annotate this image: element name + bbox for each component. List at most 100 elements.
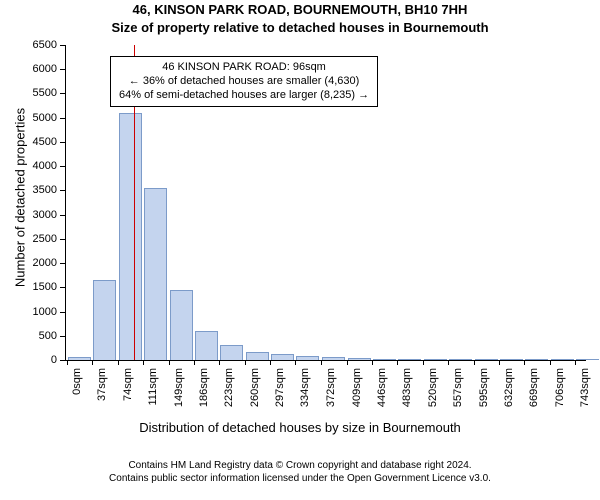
- x-tick: [169, 360, 170, 365]
- x-tick-label: 669sqm: [528, 368, 540, 407]
- y-tick-label: 5500: [0, 87, 57, 99]
- x-tick: [347, 360, 348, 365]
- histogram-bar: [271, 354, 294, 360]
- x-tick-label: 111sqm: [147, 368, 159, 406]
- x-tick: [448, 360, 449, 365]
- y-tick-label: 2000: [0, 257, 57, 269]
- x-tick-label: 260sqm: [249, 368, 261, 407]
- y-tick: [60, 263, 65, 264]
- chart-title: 46, KINSON PARK ROAD, BOURNEMOUTH, BH10 …: [0, 2, 600, 17]
- x-tick-label: 483sqm: [401, 368, 413, 407]
- x-tick-label: 743sqm: [579, 368, 591, 407]
- histogram-bar: [93, 280, 116, 360]
- x-tick-label: 632sqm: [503, 368, 515, 407]
- y-tick: [60, 215, 65, 216]
- histogram-bar: [424, 359, 447, 360]
- y-tick: [60, 287, 65, 288]
- y-tick-label: 5000: [0, 112, 57, 124]
- x-tick: [270, 360, 271, 365]
- x-tick: [575, 360, 576, 365]
- x-tick: [92, 360, 93, 365]
- footer-attribution: Contains HM Land Registry data © Crown c…: [0, 460, 600, 485]
- y-tick-label: 1000: [0, 306, 57, 318]
- histogram-bar: [500, 359, 523, 360]
- y-tick: [60, 142, 65, 143]
- histogram-bar: [296, 356, 319, 360]
- x-tick: [118, 360, 119, 365]
- y-tick-label: 2500: [0, 233, 57, 245]
- histogram-bar: [170, 290, 193, 360]
- y-tick: [60, 93, 65, 94]
- x-tick-label: 186sqm: [198, 368, 210, 407]
- x-tick: [194, 360, 195, 365]
- footer-line: Contains public sector information licen…: [0, 473, 600, 486]
- x-axis-label: Distribution of detached houses by size …: [0, 420, 600, 435]
- y-tick: [60, 45, 65, 46]
- chart-subtitle: Size of property relative to detached ho…: [0, 20, 600, 35]
- x-tick-label: 446sqm: [376, 368, 388, 407]
- histogram-bar: [576, 359, 599, 360]
- histogram-bar: [551, 359, 574, 360]
- y-tick-label: 3000: [0, 209, 57, 221]
- x-tick-label: 706sqm: [554, 368, 566, 407]
- x-tick: [245, 360, 246, 365]
- histogram-bar: [373, 359, 396, 360]
- x-tick: [550, 360, 551, 365]
- y-tick-label: 6000: [0, 63, 57, 75]
- y-tick: [60, 166, 65, 167]
- x-tick: [499, 360, 500, 365]
- x-tick-label: 74sqm: [122, 368, 134, 401]
- x-tick-label: 297sqm: [274, 368, 286, 407]
- y-tick-label: 0: [0, 354, 57, 366]
- footer-line: Contains HM Land Registry data © Crown c…: [0, 460, 600, 473]
- y-tick: [60, 239, 65, 240]
- histogram-bar: [475, 359, 498, 360]
- x-tick: [524, 360, 525, 365]
- info-box: 46 KINSON PARK ROAD: 96sqm← 36% of detac…: [110, 56, 378, 107]
- y-tick-label: 3500: [0, 184, 57, 196]
- x-tick-label: 595sqm: [478, 368, 490, 407]
- histogram-bar: [398, 359, 421, 360]
- x-tick: [321, 360, 322, 365]
- y-tick-label: 6500: [0, 39, 57, 51]
- y-tick: [60, 312, 65, 313]
- x-tick: [397, 360, 398, 365]
- x-tick: [423, 360, 424, 365]
- x-tick: [474, 360, 475, 365]
- histogram-bar: [68, 357, 91, 360]
- x-tick-label: 334sqm: [299, 368, 311, 407]
- x-tick-label: 0sqm: [71, 368, 83, 395]
- y-tick: [60, 336, 65, 337]
- histogram-bar: [348, 358, 371, 360]
- info-box-line: 46 KINSON PARK ROAD: 96sqm: [119, 61, 369, 75]
- y-tick-label: 500: [0, 330, 57, 342]
- x-tick: [372, 360, 373, 365]
- info-box-line: 64% of semi-detached houses are larger (…: [119, 89, 369, 103]
- histogram-bar: [119, 113, 142, 360]
- histogram-bar: [246, 352, 269, 360]
- y-tick-label: 4000: [0, 160, 57, 172]
- y-tick-label: 1500: [0, 281, 57, 293]
- histogram-bar: [220, 345, 243, 360]
- y-tick-label: 4500: [0, 136, 57, 148]
- x-tick-label: 409sqm: [351, 368, 363, 407]
- y-tick: [60, 360, 65, 361]
- x-tick: [67, 360, 68, 365]
- x-tick-label: 557sqm: [452, 368, 464, 407]
- y-tick: [60, 190, 65, 191]
- x-tick-label: 223sqm: [223, 368, 235, 407]
- x-tick-label: 37sqm: [96, 368, 108, 401]
- x-tick: [295, 360, 296, 365]
- x-tick-label: 520sqm: [427, 368, 439, 407]
- y-tick: [60, 118, 65, 119]
- histogram-bar: [322, 357, 345, 360]
- info-box-line: ← 36% of detached houses are smaller (4,…: [119, 75, 369, 89]
- histogram-bar: [449, 359, 472, 360]
- y-axis-label: Number of detached properties: [13, 48, 28, 348]
- x-tick: [219, 360, 220, 365]
- histogram-bar: [525, 359, 548, 360]
- y-tick: [60, 69, 65, 70]
- x-tick: [143, 360, 144, 365]
- histogram-bar: [144, 188, 167, 360]
- x-tick-label: 149sqm: [173, 368, 185, 407]
